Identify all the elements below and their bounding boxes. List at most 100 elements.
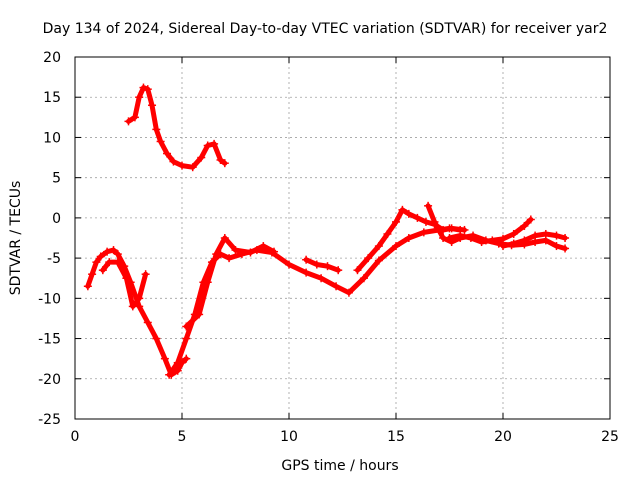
data-point [173, 358, 182, 367]
data-point [216, 155, 225, 164]
x-axis-label: GPS time / hours [281, 458, 398, 474]
y-tick-label: -5 [47, 251, 61, 267]
data-point [312, 260, 321, 269]
data-point [383, 229, 392, 238]
satellite-track-6 [302, 255, 343, 275]
data-point [225, 254, 234, 263]
grid-layer [75, 57, 610, 419]
data-point [203, 141, 212, 150]
data-point [447, 224, 456, 233]
data-point [374, 242, 383, 251]
data-point [141, 270, 150, 279]
data-point [285, 260, 293, 269]
data-point [113, 250, 122, 259]
data-point [212, 250, 221, 259]
data-point [364, 254, 373, 263]
data-point [561, 244, 570, 253]
data-point [105, 258, 114, 267]
series-line [303, 257, 341, 273]
satellite-track-1 [124, 83, 229, 172]
data-point [220, 159, 229, 168]
data-point [182, 354, 191, 363]
series-line [166, 225, 463, 378]
data-point [96, 252, 105, 261]
data-point [344, 288, 353, 297]
x-tick-label: 5 [178, 429, 187, 445]
plot-frame [74, 56, 611, 420]
y-tick-label: 0 [52, 211, 61, 227]
data-point [531, 231, 540, 240]
data-point [392, 242, 400, 251]
data-point [561, 234, 570, 242]
data-point [499, 242, 507, 251]
data-point [246, 248, 255, 257]
satellite-track-2 [83, 246, 191, 379]
data-point [135, 93, 144, 102]
data-point [526, 215, 535, 224]
data-point [488, 236, 497, 245]
data-point [83, 282, 92, 291]
data-point [421, 217, 430, 226]
data-point [188, 163, 197, 172]
data-point [466, 234, 475, 242]
x-tick-label: 0 [71, 429, 80, 445]
data-point [143, 85, 152, 94]
satellite-track-9 [445, 215, 535, 247]
data-point [160, 354, 169, 363]
y-tick-label: 5 [52, 171, 61, 187]
y-tick-label: -20 [38, 372, 61, 388]
data-point [460, 225, 469, 234]
data-point [156, 137, 165, 146]
data-point [334, 266, 343, 275]
data-point [130, 113, 139, 122]
data-point [552, 242, 561, 251]
data-point [152, 334, 161, 343]
data-point [203, 278, 212, 287]
data-point [520, 236, 529, 245]
data-point [477, 238, 486, 247]
data-point [195, 310, 204, 319]
data-point [165, 370, 174, 379]
data-point [139, 83, 148, 92]
data-point [398, 205, 407, 214]
data-point [270, 247, 279, 256]
data-point [404, 234, 413, 242]
data-point [182, 334, 191, 343]
y-tick-label: -10 [38, 291, 61, 307]
data-point [302, 268, 311, 277]
data-point [124, 117, 133, 126]
y-tick-label: 20 [43, 50, 61, 66]
tick-layer: 0 5 10 15 20 25 -25 -20 -15 -10 -5 0 5 10 15 20 [38, 50, 619, 445]
data-point [359, 274, 368, 283]
x-tick-label: 10 [280, 429, 298, 445]
data-point [499, 234, 507, 243]
x-tick-label: 25 [601, 429, 619, 445]
data-point [353, 266, 362, 275]
data-point [88, 270, 97, 279]
y-tick-label: 15 [43, 90, 61, 106]
data-point [122, 274, 131, 283]
data-point [220, 234, 229, 242]
data-point [210, 139, 219, 148]
x-tick-label: 20 [494, 429, 512, 445]
data-point [520, 221, 529, 230]
data-point [332, 282, 341, 291]
data-point [445, 234, 454, 242]
x-tick-label: 15 [387, 429, 405, 445]
data-point [541, 229, 550, 238]
data-point [98, 266, 107, 275]
data-point [92, 258, 101, 267]
y-tick-label: -15 [38, 332, 61, 348]
data-point [392, 217, 400, 226]
data-point [323, 262, 332, 271]
chart-title: Day 134 of 2024, Sidereal Day-to-day VTE… [43, 21, 608, 37]
data-point [148, 101, 157, 110]
y-tick-label: 10 [43, 130, 61, 146]
satellite-track-4 [165, 224, 465, 379]
satellite-track-10 [499, 229, 570, 251]
data-point [113, 258, 122, 267]
y-tick-label: -25 [38, 412, 61, 428]
data-point [178, 161, 186, 170]
data-point [169, 157, 178, 166]
data-point [404, 209, 413, 218]
